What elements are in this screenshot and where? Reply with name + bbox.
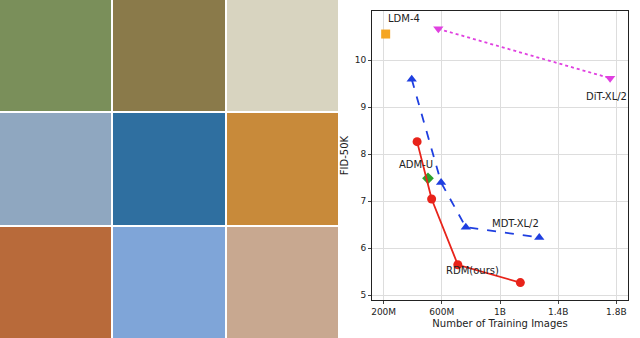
svg-text:200M: 200M bbox=[371, 307, 396, 317]
svg-text:DiT-XL/2: DiT-XL/2 bbox=[586, 91, 627, 102]
svg-text:10: 10 bbox=[355, 55, 367, 65]
svg-text:5: 5 bbox=[360, 290, 366, 300]
svg-text:Number of Training Images: Number of Training Images bbox=[432, 318, 567, 329]
svg-text:9: 9 bbox=[360, 102, 366, 112]
svg-text:7: 7 bbox=[360, 196, 366, 206]
svg-text:1B: 1B bbox=[494, 307, 506, 317]
svg-text:RDM(ours): RDM(ours) bbox=[446, 265, 499, 276]
svg-text:8: 8 bbox=[360, 149, 366, 159]
svg-text:600M: 600M bbox=[429, 307, 454, 317]
svg-text:FID-50K: FID-50K bbox=[339, 135, 350, 175]
svg-text:6: 6 bbox=[360, 243, 366, 253]
svg-text:LDM-4: LDM-4 bbox=[388, 13, 420, 24]
svg-text:ADM-U: ADM-U bbox=[399, 159, 433, 170]
svg-text:1.4B: 1.4B bbox=[548, 307, 569, 317]
svg-text:MDT-XL/2: MDT-XL/2 bbox=[492, 218, 539, 229]
svg-text:1.8B: 1.8B bbox=[606, 307, 627, 317]
